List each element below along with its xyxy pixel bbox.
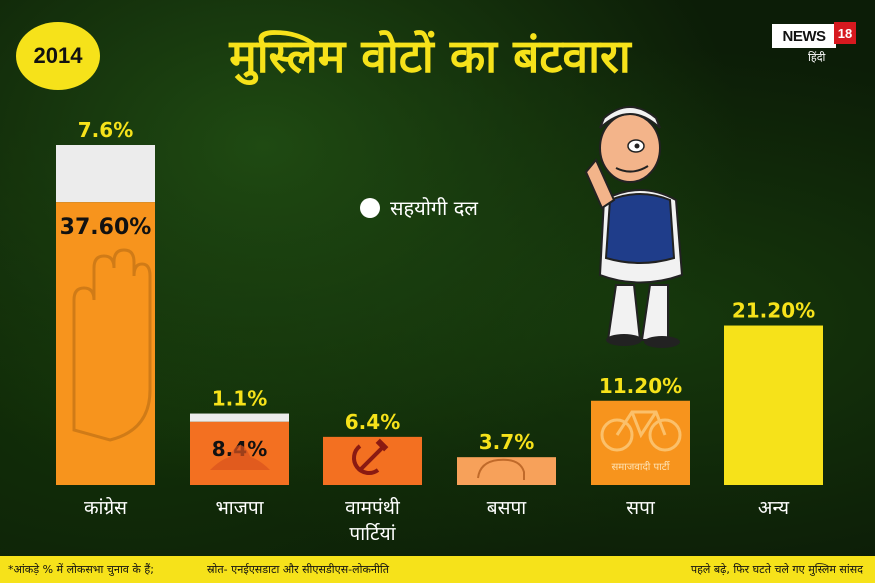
logo-number: 18 <box>834 22 856 44</box>
page-title: मुस्लिम वोटों का बंटवारा <box>229 29 631 83</box>
legend-label: सहयोगी दल <box>390 196 478 220</box>
congress-hand-icon <box>72 248 152 442</box>
related-story-link[interactable]: पहले बढ़े, फिर घटते चले गए मुस्लिम सांसद <box>690 563 863 576</box>
legend: सहयोगी दल <box>360 194 478 221</box>
news18-logo: NEWS 18 हिंदी <box>772 22 856 68</box>
ally-value-label: 1.1% <box>212 387 267 411</box>
bar <box>323 436 422 485</box>
value-label: 11.20% <box>599 374 682 398</box>
category-label: कांग्रेस <box>84 496 128 519</box>
bars-layer: 7.6%37.60%कांग्रेस1.1%8.4%भाजपा6.4%वामपं… <box>56 118 823 545</box>
category-label: बसपा <box>487 497 527 519</box>
category-label: वामपंथी पार्टियां <box>345 496 401 545</box>
bar <box>457 457 556 485</box>
bar <box>591 400 690 485</box>
year-badge: 2014 <box>16 22 100 90</box>
footnote: *आंकड़े % में लोकसभा चुनाव के हैं; <box>8 563 154 576</box>
bar <box>724 325 823 485</box>
value-label: 37.60% <box>60 215 152 240</box>
legend-dot-icon <box>360 197 380 218</box>
bicycle-icon <box>600 410 682 452</box>
politician-illustration <box>584 106 684 348</box>
footer-bar: *आंकड़े % में लोकसभा चुनाव के हैं; स्रोत… <box>0 556 875 583</box>
value-label: 6.4% <box>345 410 400 434</box>
ally-bar-segment <box>56 145 155 203</box>
category-label: भाजपा <box>215 497 264 519</box>
bar-chart: 7.6%37.60%कांग्रेस1.1%8.4%भाजपा6.4%वामपं… <box>56 106 823 545</box>
bar-inner-text: समाजवादी पार्टी <box>612 461 670 473</box>
category-label: सपा <box>626 497 656 519</box>
source-text: स्रोत- एनईएसडाटा और सीएसडीएस-लोकनीति <box>207 563 389 576</box>
ally-bar-segment <box>190 413 289 422</box>
value-label: 21.20% <box>732 299 815 323</box>
value-label: 3.7% <box>479 430 534 454</box>
logo-sub: हिंदी <box>808 51 826 64</box>
hammer-sickle-icon <box>352 438 389 475</box>
bsp-elephant-icon <box>477 458 525 480</box>
logo-text: NEWS <box>772 24 836 48</box>
bar <box>56 202 155 485</box>
bjp-lotus-icon <box>210 445 270 470</box>
ally-value-label: 7.6% <box>78 118 133 142</box>
category-label: अन्य <box>758 497 790 519</box>
